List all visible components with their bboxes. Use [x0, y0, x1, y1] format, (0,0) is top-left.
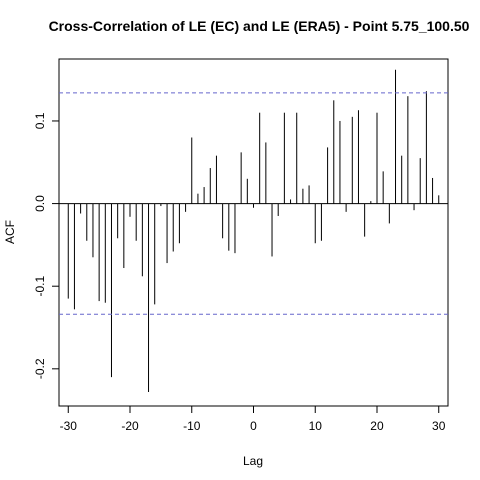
x-tick-label: -10 [183, 419, 201, 433]
x-tick-label: -30 [60, 419, 78, 433]
x-tick-label: 20 [370, 419, 384, 433]
x-tick-label: 0 [250, 419, 257, 433]
y-tick-label: 0.0 [33, 195, 47, 212]
x-tick-label: -20 [121, 419, 139, 433]
ccf-bars [67, 69, 440, 392]
y-tick-label: -0.1 [33, 276, 47, 297]
y-axis: -0.2 -0.1 0.0 0.1 [33, 112, 59, 379]
y-tick-label: -0.2 [33, 358, 47, 379]
x-axis: -30 -20 -10 0 10 20 30 [60, 406, 446, 433]
x-tick-label: 30 [432, 419, 446, 433]
y-axis-label: ACF [3, 220, 17, 244]
x-axis-label: Lag [243, 454, 263, 468]
x-tick-label: 10 [309, 419, 323, 433]
confidence-bounds [59, 92, 448, 315]
y-tick-label: 0.1 [33, 112, 47, 129]
chart-title: Cross-Correlation of LE (EC) and LE (ERA… [49, 18, 470, 34]
